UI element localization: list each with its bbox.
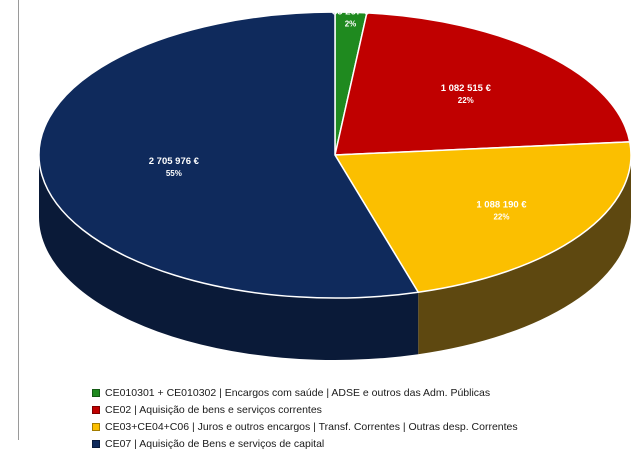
slice-interest-transfers-percent-label: 22%: [493, 213, 509, 222]
slice-capital-goods-side: [39, 155, 419, 360]
slice-interest-transfers-value-label: 1 088 190 €: [476, 200, 527, 211]
pie-labels: 85 267 € 2% 1 082 515 € 22% 1 088 190 € 22% 2 …: [149, 6, 528, 221]
slice-current-goods-percent-label: 22%: [458, 96, 474, 105]
legend-label-capital-goods: CE07 | Aquisição de Bens e serviços de c…: [105, 437, 325, 450]
legend-item-interest-transfers: CE03+CE04+C06 | Juros e outros encargos …: [92, 418, 632, 435]
legend-label-interest-transfers: CE03+CE04+C06 | Juros e outros encargos …: [105, 420, 518, 433]
slice-health-value-label: 85 267 €: [332, 6, 370, 17]
slice-current-goods-value-label: 1 082 515 €: [441, 83, 492, 94]
pie-chart: 85 267 € 2% 1 082 515 € 22% 1 088 190 € 22% 2 …: [38, 6, 632, 360]
legend-swatch-capital-goods: [92, 439, 100, 448]
legend-label-health: CE010301 + CE010302 | Encargos com saúde…: [105, 386, 491, 399]
slice-current-goods: [334, 12, 631, 156]
legend-label-current-goods: CE02 | Aquisição de bens e serviços corr…: [105, 403, 322, 416]
slice-interest-transfers: [334, 141, 632, 293]
slice-capital-goods-percent-label: 55%: [166, 169, 182, 178]
slice-capital-goods-value-label: 2 705 976 €: [149, 156, 200, 167]
legend-item-current-goods: CE02 | Aquisição de bens e serviços corr…: [92, 401, 632, 418]
pie-sides: [39, 155, 631, 360]
legend: CE010301 + CE010302 | Encargos com saúde…: [92, 384, 632, 452]
legend-swatch-health: [92, 388, 100, 397]
legend-item-capital-goods: CE07 | Aquisição de Bens e serviços de c…: [92, 435, 632, 452]
legend-item-health: CE010301 + CE010302 | Encargos com saúde…: [92, 384, 632, 401]
slice-health-percent-label: 2%: [345, 19, 357, 28]
legend-swatch-interest-transfers: [92, 422, 100, 431]
legend-swatch-current-goods: [92, 405, 100, 414]
pie-slices: [38, 11, 632, 299]
frame-line: [18, 0, 19, 440]
slice-capital-goods: [38, 11, 419, 299]
slice-interest-transfers-side: [418, 155, 631, 355]
